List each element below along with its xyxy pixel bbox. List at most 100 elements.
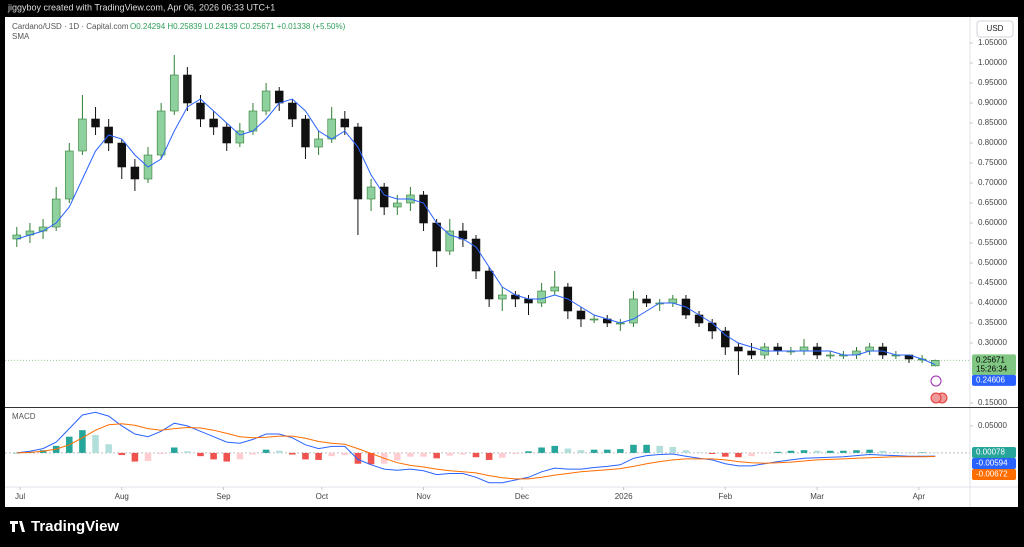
candle-body (445, 230, 455, 252)
macd-histogram-bar (289, 452, 296, 455)
brand-logo (10, 521, 25, 532)
symbol: Cardano/USD · 1D · Capital.com (12, 22, 129, 31)
y-tick-label: 0.75000 (978, 158, 1007, 167)
macd-histogram-bar (459, 452, 467, 455)
macd-histogram-bar (512, 452, 519, 454)
macd-histogram-bar (538, 447, 545, 453)
macd-histogram-bar (354, 452, 362, 464)
y-tick-label: 0.95000 (978, 78, 1007, 87)
candle-body (419, 194, 428, 224)
sma-badge: 0.24606 (976, 375, 1005, 384)
macd-histogram-bar (249, 452, 257, 455)
macd-histogram-bar (774, 451, 782, 453)
macd-line (16, 411, 936, 484)
sma-line (16, 98, 936, 366)
candle-body (51, 198, 61, 228)
x-tick-label: Jul (15, 492, 25, 501)
x-tick-label: Sep (216, 492, 231, 501)
candle-body (183, 74, 192, 104)
macd-badge: -0.00594 (976, 459, 1008, 468)
macd-histogram-bar (564, 448, 572, 453)
candle-body (65, 150, 74, 200)
macd-histogram-bar (210, 452, 217, 460)
macd-histogram-bar (367, 452, 375, 465)
macd-y-tick-label: 0.05000 (978, 421, 1007, 430)
candle-body (301, 118, 310, 148)
macd-histogram-bar (170, 447, 178, 453)
y-tick-label: 0.55000 (978, 238, 1007, 247)
event-icon (930, 392, 942, 404)
macd-histogram-bar (682, 450, 690, 453)
last-price: 0.25671 (976, 355, 1005, 364)
y-tick-label: 1.05000 (978, 38, 1007, 47)
macd-histogram-bar (498, 452, 506, 458)
macd-histogram-bar (118, 452, 126, 456)
macd-histogram-bar (892, 451, 900, 453)
macd-histogram-bar (223, 452, 231, 462)
y-tick-label: 0.30000 (978, 338, 1007, 347)
candle-body (314, 138, 323, 148)
candle-body (524, 298, 533, 304)
macd-histogram-bar (472, 452, 480, 458)
price-badge-bg (972, 354, 1016, 376)
sma-legend: SMA (12, 32, 30, 41)
candle-body (734, 346, 743, 352)
y-tick-label: 0.50000 (978, 258, 1007, 267)
candle-body (156, 110, 166, 156)
candle-body (353, 126, 363, 200)
macd-histogram-bar (617, 449, 624, 453)
candle-body (498, 294, 507, 300)
candle-body (170, 74, 179, 112)
y-tick-label: 0.35000 (978, 318, 1007, 327)
x-tick-label: Mar (810, 492, 824, 501)
y-tick-label: 0.85000 (978, 118, 1007, 127)
candle-body (747, 350, 756, 356)
currency[interactable]: USD (987, 24, 1004, 33)
macd-histogram-bar (92, 435, 99, 453)
macd-histogram-bar (394, 452, 401, 461)
candle-body (261, 90, 271, 112)
macd-histogram-bar (735, 452, 742, 458)
macd-histogram-bar (407, 452, 414, 457)
y-tick-label: 0.45000 (978, 278, 1007, 287)
macd-histogram-bar (157, 452, 165, 454)
macd-badge-bg (972, 468, 1016, 480)
macd-histogram-bar (931, 452, 939, 453)
macd-histogram-bar (853, 450, 860, 453)
candle-body (484, 270, 494, 300)
macd-histogram-bar (656, 445, 663, 453)
candle-body (274, 90, 284, 104)
macd-histogram-bar (761, 452, 768, 454)
x-tick-label: Apr (913, 492, 926, 501)
macd-badge-bg (972, 457, 1016, 469)
macd-legend: MACD (12, 412, 36, 421)
candle-body (78, 118, 87, 152)
event-icon (930, 375, 942, 387)
candle-body (235, 130, 245, 144)
macd-histogram-bar (905, 452, 913, 453)
y-tick-label: 0.15000 (978, 398, 1007, 407)
y-tick-label: 0.80000 (978, 138, 1007, 147)
candle-body (537, 290, 546, 304)
macd-histogram-bar (105, 444, 112, 453)
candle-body (209, 118, 218, 128)
candle-body (826, 354, 835, 357)
macd-histogram-bar (866, 449, 873, 453)
x-tick-label: Dec (515, 492, 529, 501)
y-tick-label: 0.70000 (978, 178, 1007, 187)
x-tick-label: Aug (115, 492, 129, 501)
currency-box[interactable] (976, 20, 1014, 38)
macd-histogram-bar (341, 452, 349, 456)
macd-histogram-bar (131, 452, 139, 462)
macd-histogram-bar (918, 452, 926, 453)
candle-body (222, 126, 231, 144)
candle-body (629, 298, 638, 324)
candle-body (471, 238, 481, 272)
y-tick-label: 0.65000 (978, 198, 1007, 207)
macd-histogram-bar (708, 452, 716, 454)
ohlc-legend: O0.24294 H0.25839 L0.24139 C0.25671 +0.0… (130, 22, 346, 31)
macd-histogram-bar (748, 452, 755, 457)
macd-histogram-bar (315, 452, 322, 460)
candle-body (576, 310, 586, 320)
candle-body (589, 318, 599, 321)
